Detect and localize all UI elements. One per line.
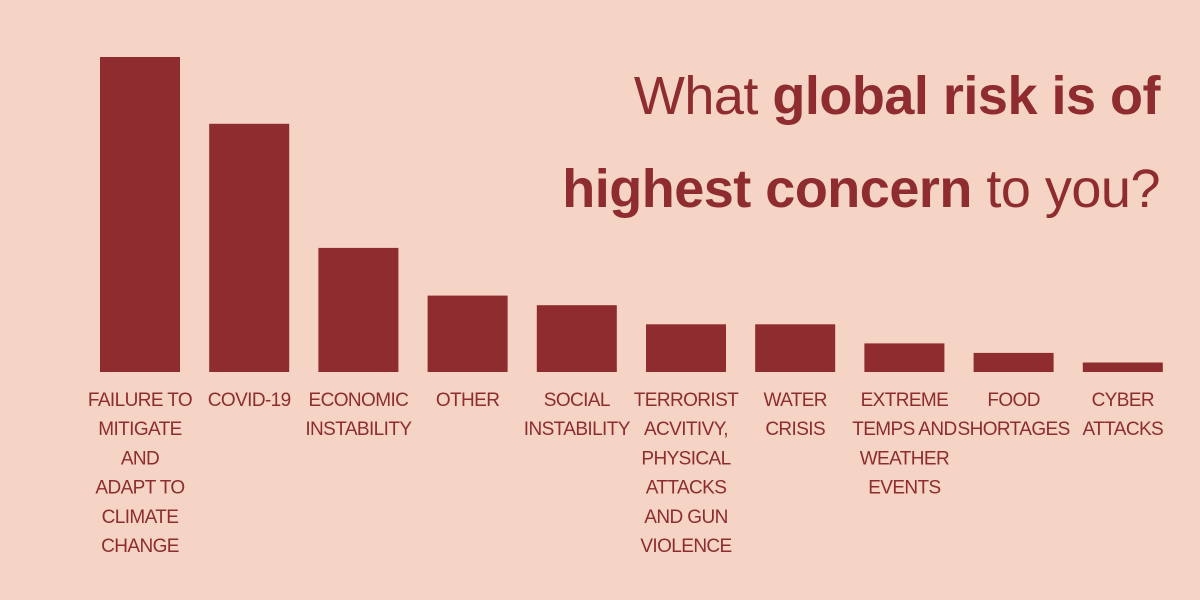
category-label-line: EXTREME — [861, 390, 949, 411]
category-label-8: EXTREME TEMPS AND WEATHER EVENTS — [852, 390, 956, 499]
category-label-line: ATTACKS — [1082, 419, 1163, 440]
category-label-line: CHANGE — [101, 536, 179, 557]
category-label-10: CYBER ATTACKS — [1082, 390, 1163, 440]
bar-6 — [646, 324, 726, 372]
category-label-line: AND GUN — [644, 507, 727, 528]
bar-9 — [973, 352, 1054, 372]
category-label-3: ECONOMIC INSTABILITY — [305, 390, 412, 440]
category-label-5: SOCIAL INSTABILITY — [524, 390, 631, 440]
category-label-line: FOOD — [987, 390, 1040, 411]
category-label-line: TERRORIST — [634, 390, 739, 411]
category-label-line: INSTABILITY — [524, 419, 631, 440]
bar-2 — [209, 123, 290, 372]
category-label-line: CRISIS — [765, 419, 825, 440]
category-label-line: ATTACKS — [646, 478, 727, 499]
bar-3 — [318, 247, 399, 372]
title-part-2-emphasis: global risk is of highest concern — [562, 66, 1160, 219]
bar-4 — [427, 295, 508, 372]
category-label-6: TERRORIST ACVITIVY, PHYSICAL ATTACKS AND GUN… — [634, 390, 739, 557]
category-label-line: AND — [121, 448, 159, 469]
category-label-line: COVID-19 — [208, 390, 291, 411]
category-label-line: PHYSICAL — [641, 448, 730, 469]
bar-10 — [1082, 362, 1163, 372]
category-label-1: FAILURE TO MITIGATE AND ADAPT TO CLIMATE CHAN… — [88, 390, 192, 557]
category-label-line: SHORTAGES — [958, 419, 1070, 440]
chart-title: What global risk is of highest concern t… — [520, 50, 1160, 236]
category-labels-group: FAILURE TO MITIGATE AND ADAPT TO CLIMATE CHAN… — [88, 390, 1164, 557]
category-label-line: WATER — [763, 390, 827, 411]
category-label-line: CYBER — [1092, 390, 1154, 411]
title-part-1: What — [633, 66, 773, 126]
category-label-line: OTHER — [436, 390, 500, 411]
category-label-line: TEMPS AND — [852, 419, 956, 440]
category-label-line: CLIMATE — [102, 507, 179, 528]
category-label-line: ADAPT TO — [95, 478, 184, 499]
category-label-7: WATER CRISIS — [763, 390, 827, 440]
category-label-line: FAILURE TO — [88, 390, 192, 411]
category-label-line: MITIGATE — [98, 419, 182, 440]
bars-group — [100, 57, 1163, 372]
category-label-line: ECONOMIC — [309, 390, 409, 411]
title-part-3: to you? — [971, 159, 1160, 219]
bar-5 — [536, 305, 617, 372]
category-label-line: VIOLENCE — [640, 536, 731, 557]
category-label-line: INSTABILITY — [305, 419, 412, 440]
category-label-2: COVID-19 — [208, 390, 291, 411]
bar-8 — [864, 343, 945, 372]
bar-7 — [755, 324, 836, 372]
category-label-line: EVENTS — [868, 478, 940, 499]
bar-1 — [100, 57, 180, 372]
category-label-9: FOOD SHORTAGES — [958, 390, 1070, 440]
category-label-line: ACVITIVY, — [644, 419, 728, 440]
category-label-line: SOCIAL — [544, 390, 610, 411]
category-label-4: OTHER — [436, 390, 500, 411]
category-label-line: WEATHER — [860, 448, 949, 469]
